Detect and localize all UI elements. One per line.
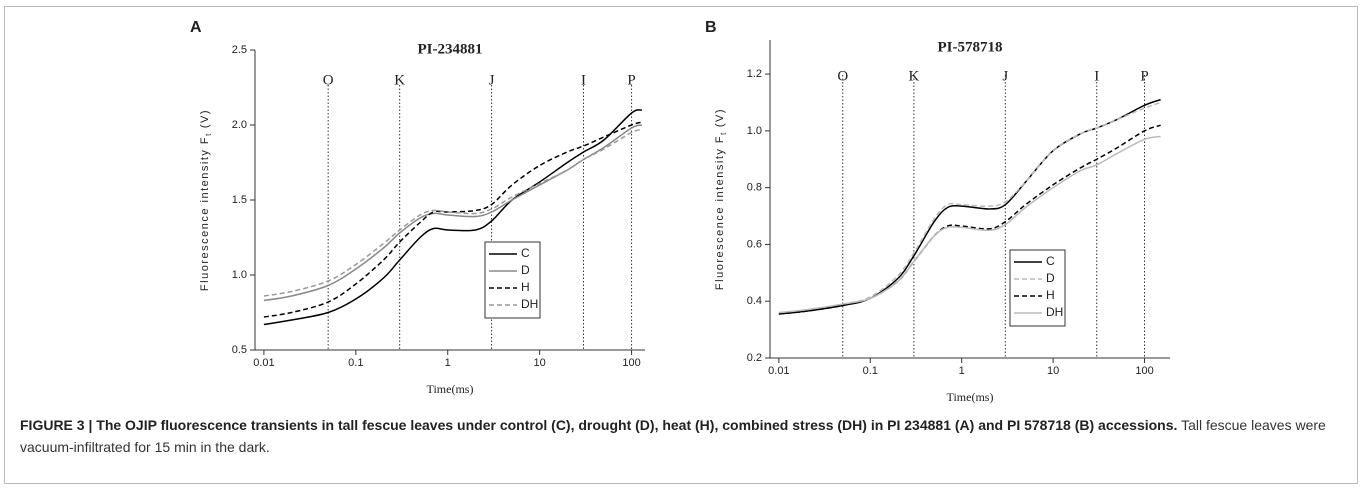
phase-label: J bbox=[1002, 68, 1008, 84]
x-tick-label: 100 bbox=[1135, 365, 1153, 377]
y-tick-label: 0.6 bbox=[747, 238, 762, 250]
phase-label: O bbox=[323, 72, 334, 88]
phase-label: I bbox=[581, 72, 586, 88]
y-axis-label-sub: t bbox=[719, 131, 728, 135]
y-axis-label-unit: (V) bbox=[199, 109, 211, 128]
series-line bbox=[263, 124, 643, 302]
legend-label: D bbox=[521, 263, 530, 277]
x-tick-label: 10 bbox=[1047, 365, 1059, 377]
series-line bbox=[778, 135, 1161, 314]
y-tick-label: 0.2 bbox=[747, 352, 762, 364]
legend-label: H bbox=[1046, 288, 1055, 302]
y-axis-label-main: Fluorescence intensity F bbox=[714, 135, 726, 290]
series-line bbox=[778, 124, 1161, 315]
panel-label: A bbox=[190, 19, 202, 36]
caption-text: Tall fescue leaves were vacuum-infiltrat… bbox=[20, 417, 1326, 455]
phase-label: P bbox=[1140, 68, 1148, 84]
y-tick-label: 0.8 bbox=[747, 182, 762, 194]
y-tick-label: 2.5 bbox=[232, 44, 247, 56]
legend-label: H bbox=[521, 280, 530, 294]
legend-label: C bbox=[1046, 254, 1055, 268]
y-tick-label: 0.4 bbox=[747, 295, 762, 307]
y-tick-label: 1.5 bbox=[232, 194, 247, 206]
legend-label: C bbox=[521, 246, 530, 260]
y-tick-label: 1.2 bbox=[747, 68, 762, 80]
y-axis-label-unit: (V) bbox=[714, 108, 726, 127]
caption-bold: FIGURE 3 | The OJIP fluorescence transie… bbox=[20, 417, 1178, 433]
chart-title: PI-578718 bbox=[938, 39, 1003, 55]
legend-label: DH bbox=[521, 297, 538, 311]
y-tick-label: 1.0 bbox=[232, 269, 247, 281]
x-tick-label: 0.01 bbox=[768, 365, 789, 377]
panel-label: B bbox=[705, 19, 717, 36]
phase-label: I bbox=[1094, 68, 1099, 84]
phase-label: P bbox=[627, 72, 635, 88]
x-tick-label: 0.1 bbox=[863, 365, 878, 377]
x-axis-label: Time(ms) bbox=[947, 390, 994, 404]
caption: FIGURE 3 | The OJIP fluorescence transie… bbox=[20, 414, 1340, 458]
phase-label: K bbox=[394, 72, 405, 88]
y-axis-label-main: Fluorescence intensity F bbox=[199, 136, 211, 291]
series-line bbox=[263, 128, 643, 297]
y-axis-label: Fluorescence intensity Ft (V) bbox=[714, 108, 728, 290]
series-line bbox=[778, 101, 1161, 314]
x-axis-label: Time(ms) bbox=[427, 382, 474, 396]
x-tick-label: 10 bbox=[534, 357, 546, 369]
phase-label: J bbox=[489, 72, 495, 88]
y-axis-label: Fluorescence intensity Ft (V) bbox=[199, 109, 213, 291]
phase-label: K bbox=[908, 68, 919, 84]
chart-title: PI-234881 bbox=[418, 41, 483, 57]
phase-label: O bbox=[837, 68, 848, 84]
x-tick-label: 0.1 bbox=[348, 357, 363, 369]
figure: A PI-234881 0.5 1.0 1.5 2.0 2.5 0.01 0.1 1 10 100 Ti… bbox=[190, 19, 1170, 404]
legend-label: DH bbox=[1046, 305, 1063, 319]
figure-frame bbox=[4, 6, 1358, 484]
legend-label: D bbox=[1046, 271, 1055, 285]
x-tick-label: 1 bbox=[959, 365, 965, 377]
x-tick-label: 100 bbox=[622, 357, 640, 369]
y-axis-label-sub: t bbox=[204, 132, 213, 136]
x-tick-label: 0.01 bbox=[253, 357, 274, 369]
series-line bbox=[263, 121, 643, 318]
y-tick-label: 0.5 bbox=[232, 344, 247, 356]
x-tick-label: 1 bbox=[445, 357, 451, 369]
y-tick-label: 1.0 bbox=[747, 125, 762, 137]
series-line bbox=[778, 98, 1161, 315]
y-tick-label: 2.0 bbox=[232, 119, 247, 131]
series-line bbox=[263, 109, 643, 326]
